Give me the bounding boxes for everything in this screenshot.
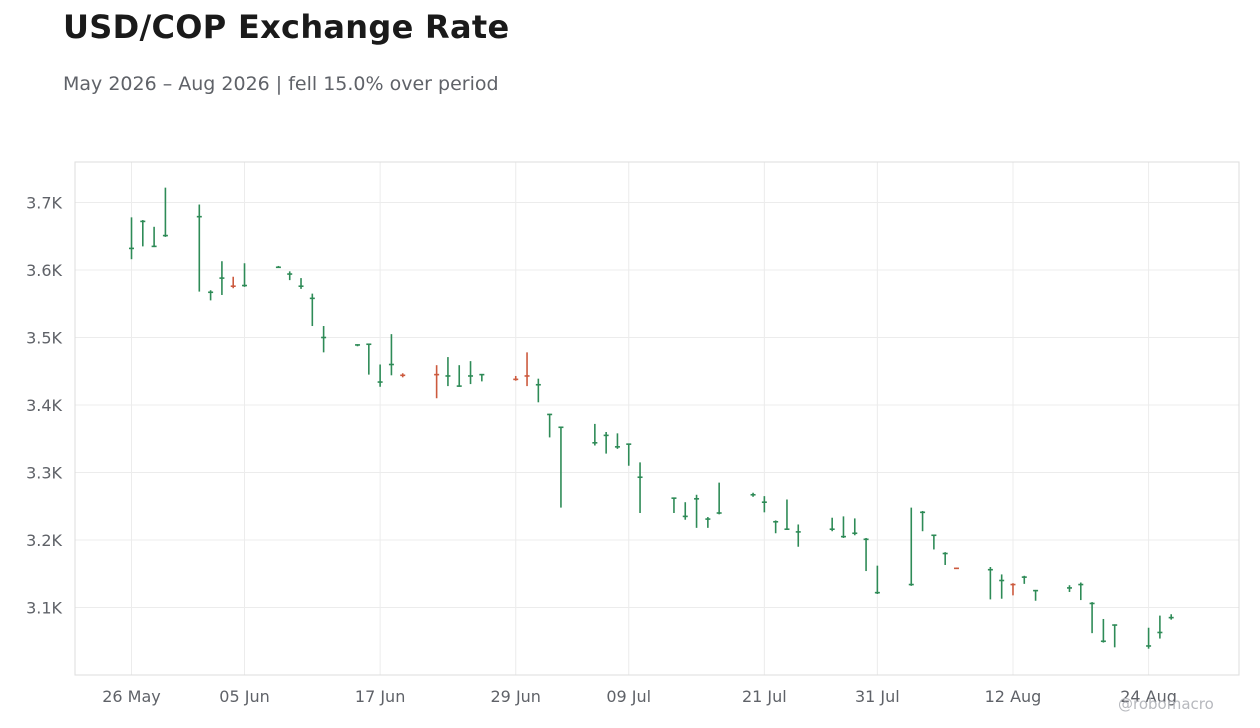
ohlc-bar [795, 524, 801, 547]
ohlc-bar [275, 265, 281, 269]
ohlc-bar [694, 494, 700, 528]
x-tick-label: 26 May [102, 687, 161, 706]
ohlc-bar [852, 518, 858, 536]
ohlc-bar [366, 343, 372, 375]
ohlc-bar [524, 352, 530, 387]
ohlc-bar [468, 361, 474, 385]
ohlc-bar [637, 462, 643, 513]
ohlc-bar [931, 534, 937, 550]
ohlc-bar [140, 220, 146, 247]
ohlc-bar [1112, 624, 1118, 648]
ohlc-bar [377, 364, 383, 387]
y-tick-label: 3.2K [26, 531, 62, 550]
ohlc-bar [196, 204, 202, 292]
ohlc-bar [942, 552, 948, 565]
ohlc-bar [445, 357, 451, 387]
ohlc-bar [614, 433, 620, 449]
x-tick-label: 21 Jul [742, 687, 787, 706]
ohlc-bar [773, 520, 779, 534]
x-tick-label: 29 Jun [491, 687, 541, 706]
x-tick-label: 12 Aug [985, 687, 1042, 706]
ohlc-bar [287, 271, 293, 281]
ohlc-bar [626, 443, 632, 466]
ohlc-bar [535, 378, 541, 403]
ohlc-bar [1100, 618, 1106, 643]
ohlc-bar [219, 261, 225, 295]
y-tick-label: 3.5K [26, 329, 62, 348]
ohlc-bar [1066, 585, 1072, 592]
ohlc-bar [863, 537, 869, 572]
ohlc-bar [355, 344, 361, 347]
y-tick-label: 3.6K [26, 261, 62, 280]
ohlc-bar [547, 413, 553, 438]
ohlc-bar [716, 482, 722, 515]
ohlc-bar [908, 507, 914, 586]
ohlc-bar [558, 426, 564, 508]
ohlc-bar [953, 567, 959, 570]
ohlc-bar [1021, 575, 1027, 584]
x-axis-ticks: 26 May 05 Jun 17 Jun 29 Jun 09 Jul 21 Jul 31 J… [102, 687, 1177, 706]
ohlc-bar [840, 516, 846, 538]
chart-title: USD/COP Exchange Rate [63, 8, 510, 46]
ohlc-bar [592, 423, 598, 446]
ohlc-bar [1089, 602, 1095, 634]
ohlc-bar [750, 492, 756, 497]
x-tick-label: 17 Jun [355, 687, 405, 706]
ohlc-bar [705, 517, 711, 528]
ohlc-bars [129, 187, 1174, 649]
ohlc-bar [1157, 615, 1163, 639]
ohlc-bar [920, 510, 926, 532]
y-tick-label: 3.3K [26, 464, 62, 483]
ohlc-bar [242, 263, 248, 287]
ohlc-bar [829, 517, 835, 532]
ohlc-bar [162, 187, 168, 237]
ohlc-bar [400, 373, 406, 378]
ohlc-bar [761, 496, 767, 513]
x-tick-label: 05 Jun [219, 687, 269, 706]
ohlc-bar [513, 375, 519, 381]
ohlc-bar [309, 293, 315, 327]
ohlc-bar [999, 574, 1005, 599]
ohlc-bar [784, 499, 790, 531]
ohlc-bar [129, 217, 135, 260]
y-axis-ticks: 3.1K 3.2K 3.3K 3.4K 3.5K 3.6K 3.7K [26, 194, 62, 618]
ohlc-bar [456, 365, 462, 387]
ohlc-bar [671, 497, 677, 513]
y-tick-label: 3.4K [26, 396, 62, 415]
ohlc-bar [1168, 614, 1174, 620]
y-tick-label: 3.1K [26, 599, 62, 618]
watermark: @robomacro [1118, 695, 1214, 713]
ohlc-bar [208, 290, 214, 301]
chart-subtitle: May 2026 – Aug 2026 | fell 15.0% over pe… [63, 73, 499, 95]
ohlc-bar [1033, 589, 1039, 601]
ohlc-bar [298, 278, 304, 289]
ohlc-bar [987, 567, 993, 600]
y-tick-label: 3.7K [26, 194, 62, 213]
ohlc-bar [230, 276, 236, 289]
x-tick-label: 24 Aug [1120, 687, 1177, 706]
ohlc-bar [479, 373, 485, 382]
x-tick-label: 31 Jul [855, 687, 900, 706]
ohlc-bar [321, 326, 327, 353]
ohlc-bar [682, 502, 688, 520]
x-tick-label: 09 Jul [606, 687, 651, 706]
plot-frame [74, 161, 1240, 676]
ohlc-bar [603, 432, 609, 454]
ohlc-bar [388, 334, 394, 376]
ohlc-bar [1146, 627, 1152, 649]
ohlc-bar [151, 226, 157, 248]
ohlc-bar [434, 365, 440, 399]
ohlc-bar [1078, 582, 1084, 601]
grid-lines [75, 162, 1239, 675]
ohlc-bar [1010, 583, 1016, 596]
ohlc-bar [874, 565, 880, 594]
